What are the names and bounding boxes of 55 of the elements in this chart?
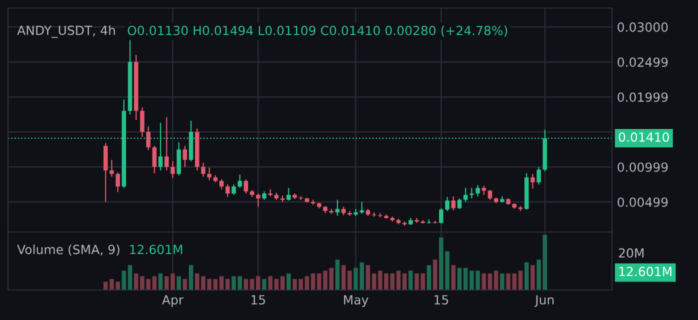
bar — [530, 265, 535, 290]
text: Volume (SMA, 9) — [17, 244, 120, 256]
text: 20M — [618, 248, 644, 258]
bar — [268, 276, 272, 290]
bar — [457, 268, 462, 290]
bar — [451, 265, 456, 290]
bar — [482, 273, 486, 290]
bar — [176, 276, 181, 290]
bar — [366, 265, 370, 290]
bar — [286, 273, 291, 290]
annotation: O0.01130 H0.01494 L0.01109 C0.01410 0.00280 (+24.78%) — [128, 26, 508, 37]
bar — [341, 265, 346, 290]
bar — [226, 278, 230, 290]
y-tick-label: 0.00999 — [618, 162, 668, 172]
annotation: 12.601M — [130, 244, 182, 254]
x-tick-label: Jun — [534, 295, 554, 307]
x-tick-label: May — [344, 295, 368, 307]
bar — [396, 270, 401, 290]
bar — [256, 276, 260, 290]
bar — [158, 273, 163, 290]
bar — [335, 260, 340, 290]
bar — [372, 273, 376, 290]
bar — [280, 276, 285, 290]
bar — [348, 270, 352, 290]
bar — [432, 260, 438, 290]
bar — [262, 278, 266, 290]
bar — [494, 270, 498, 290]
bar — [188, 265, 194, 290]
bar — [463, 268, 468, 290]
bar — [219, 276, 224, 290]
x-tick-label: 15 — [434, 295, 448, 305]
bar — [304, 276, 310, 290]
bar — [310, 273, 316, 290]
y-tick-label: 0.01999 — [618, 92, 668, 102]
y-tick-label: 0.02499 — [618, 57, 668, 67]
bar — [524, 262, 529, 290]
bar — [518, 270, 523, 290]
y-tick-label: 0.03000 — [618, 22, 668, 32]
x-tick-label: Apr — [162, 295, 184, 307]
bar — [122, 270, 126, 290]
bar — [542, 234, 548, 290]
x-tick-label: 15 — [252, 295, 266, 305]
bar — [128, 265, 132, 290]
y-tick-label: 0.00499 — [618, 197, 668, 207]
bar — [408, 270, 413, 290]
bar — [500, 273, 504, 290]
text: 12.601M — [619, 266, 672, 276]
bar — [536, 260, 541, 290]
candlestick — [378, 212, 382, 218]
text: ANDY_USDT, 4h — [17, 25, 115, 38]
ref-line-label: 0.01410 — [618, 132, 669, 142]
bar — [402, 273, 407, 290]
bar — [488, 273, 492, 290]
bar — [426, 265, 432, 290]
bar — [152, 276, 157, 290]
